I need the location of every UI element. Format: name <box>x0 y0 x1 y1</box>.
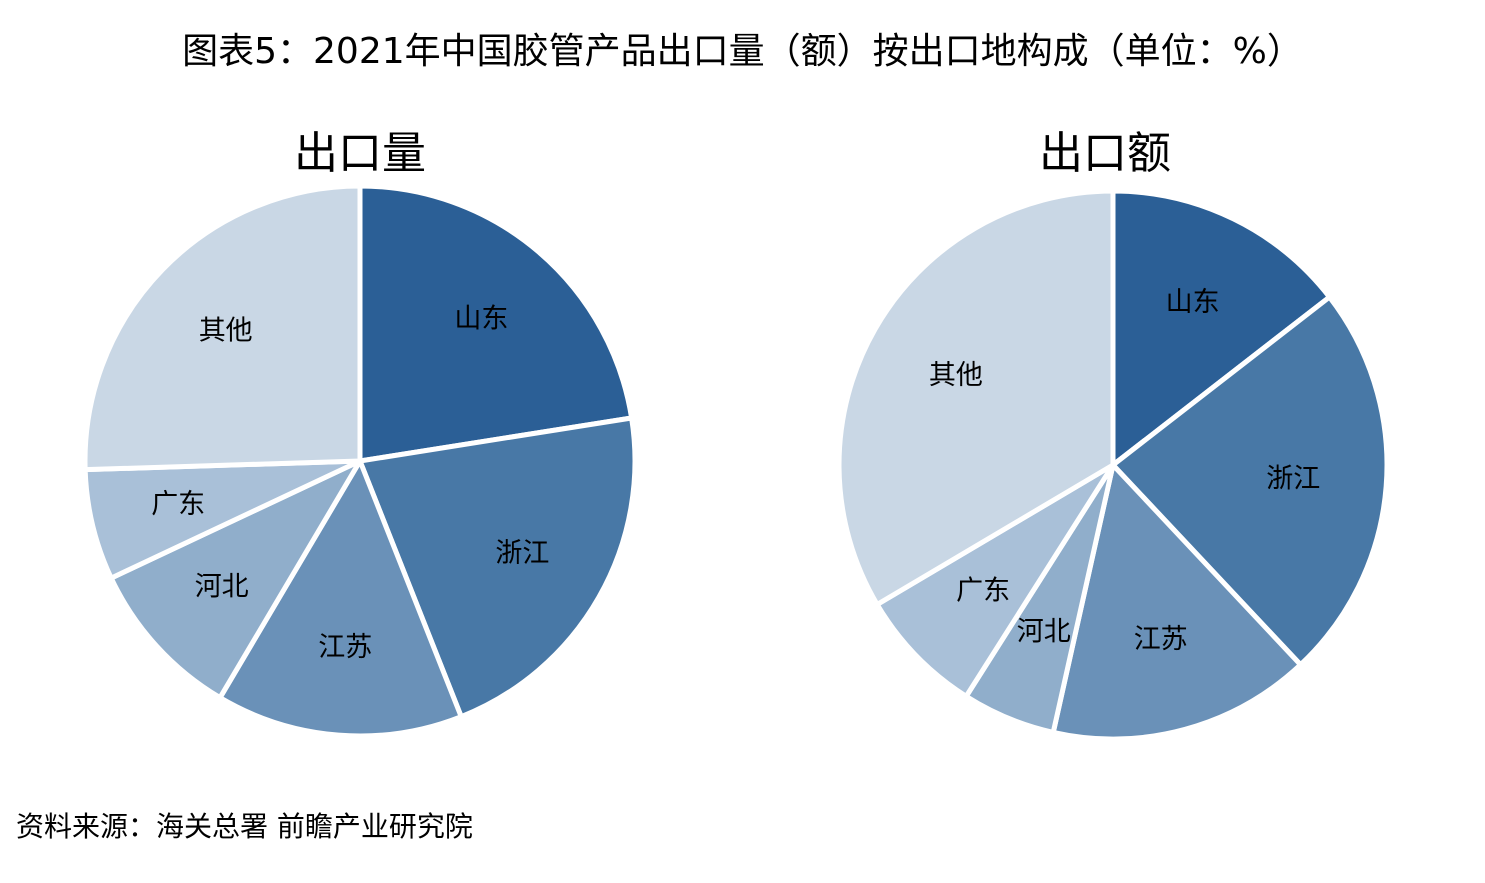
pie-slice-zhejiang <box>1110 294 1390 668</box>
pie-slice-other <box>836 188 1116 607</box>
slice-label-other: 其他 <box>929 360 983 391</box>
pie-slice-zhejiang <box>357 415 638 720</box>
pie-slice-hebei <box>108 458 363 701</box>
page-title: 图表5：2021年中国胶管产品出口量（额）按出口地构成（单位：%） <box>182 31 1303 72</box>
chart-title-value: 出口额 <box>1039 128 1171 179</box>
slice-label-hebei: 河北 <box>1017 617 1071 648</box>
slice-label-hebei: 河北 <box>195 571 249 602</box>
slice-label-zhejiang: 浙江 <box>1266 464 1320 495</box>
pie-slice-jiangsu <box>217 458 464 739</box>
slice-label-shandong: 山东 <box>1166 287 1220 318</box>
slice-label-shandong: 山东 <box>454 303 508 334</box>
source-note: 资料来源：海关总署 前瞻产业研究院 <box>16 810 473 843</box>
pie-slice-other <box>82 183 363 473</box>
slice-label-jiangsu: 江苏 <box>318 632 372 663</box>
pie-slice-guangdong <box>874 462 1116 699</box>
slice-label-guangdong: 广东 <box>956 575 1010 606</box>
pie-slice-shandong <box>1110 188 1332 468</box>
slice-label-jiangsu: 江苏 <box>1134 624 1188 655</box>
slice-label-zhejiang: 浙江 <box>495 538 549 569</box>
slice-label-other: 其他 <box>199 315 253 346</box>
pie-slice-shandong <box>357 183 635 464</box>
chart-title-volume: 出口量 <box>294 128 426 179</box>
slice-label-guangdong: 广东 <box>151 489 205 520</box>
pie-slice-jiangsu <box>1050 462 1304 742</box>
